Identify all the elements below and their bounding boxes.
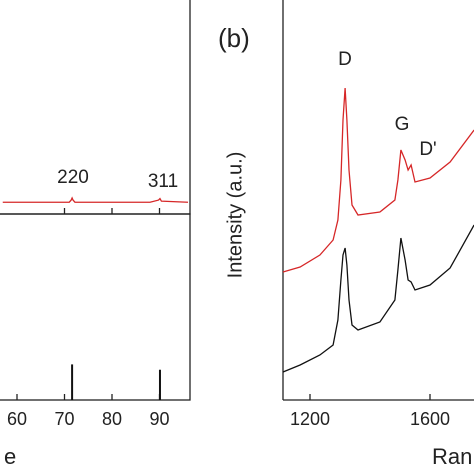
x-tick-label: 80: [102, 409, 122, 429]
spectrum-line: [2, 196, 189, 203]
peak-label: D': [419, 139, 436, 160]
x-axis-label: Ran: [432, 444, 472, 469]
peak-label: D: [338, 49, 352, 70]
plot-frame: [0, 213, 191, 401]
spectrum-line: [282, 87, 474, 273]
spectrum-line: [282, 224, 474, 373]
peak-label: G: [395, 114, 410, 135]
x-tick-label: 90: [149, 409, 169, 429]
panel-label: (b): [218, 23, 250, 53]
x-tick-label: 60: [7, 409, 27, 429]
x-axis-label: e: [4, 444, 16, 469]
x-tick-label: 1600: [410, 409, 450, 429]
peak-label: 220: [57, 167, 89, 188]
x-tick-label: 70: [54, 409, 74, 429]
y-axis-label: Intensity (a.u.): [224, 152, 246, 279]
peak-label: 311: [148, 171, 178, 192]
x-tick-label: 1200: [290, 409, 330, 429]
